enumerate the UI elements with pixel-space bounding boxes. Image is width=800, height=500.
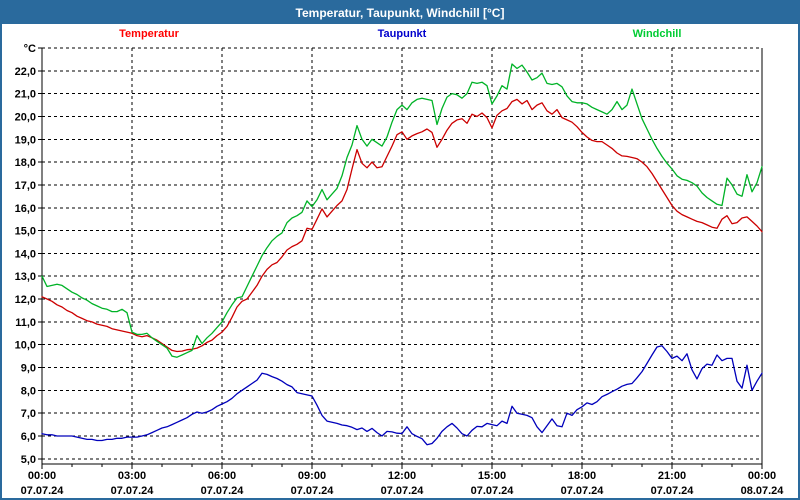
x-tick-date-label: 07.07.24 <box>471 485 515 497</box>
x-tick-date-label: 07.07.24 <box>561 485 605 497</box>
y-tick-label: 5,0 <box>21 454 36 466</box>
series-line-temperatur <box>41 98 763 353</box>
x-tick-date-label: 08.07.24 <box>741 485 785 497</box>
x-tick-time-label: 09:00 <box>298 470 326 482</box>
y-tick-label: 22,0 <box>15 66 36 78</box>
x-tick-date-label: 07.07.24 <box>111 485 155 497</box>
legend-item-temperatur: Temperatur <box>119 28 179 40</box>
y-tick-label: 21,0 <box>15 89 36 101</box>
y-tick-label: 7,0 <box>21 408 36 420</box>
x-tick-time-label: 12:00 <box>388 470 416 482</box>
legend-item-taupunkt: Taupunkt <box>377 28 427 40</box>
y-tick-label: 6,0 <box>21 431 36 443</box>
y-tick-label: 16,0 <box>15 203 36 215</box>
series-line-taupunkt <box>41 345 763 446</box>
y-tick-label: 18,0 <box>15 157 36 169</box>
y-tick-label: 8,0 <box>21 385 36 397</box>
x-tick-time-label: 00:00 <box>748 470 776 482</box>
y-tick-label: 17,0 <box>15 180 36 192</box>
y-tick-label: 20,0 <box>15 111 36 123</box>
y-tick-label: 15,0 <box>15 226 36 238</box>
y-tick-label: 13,0 <box>15 271 36 283</box>
page-title: Temperatur, Taupunkt, Windchill [°C] <box>295 6 505 20</box>
series-line-windchill <box>41 63 763 358</box>
y-tick-label: 12,0 <box>15 294 36 306</box>
x-tick-date-label: 07.07.24 <box>291 485 335 497</box>
x-tick-time-label: 15:00 <box>478 470 506 482</box>
x-tick-time-label: 21:00 <box>658 470 686 482</box>
y-tick-label: 14,0 <box>15 248 36 260</box>
y-tick-label: 10,0 <box>15 340 36 352</box>
x-tick-date-label: 07.07.24 <box>651 485 695 497</box>
legend-item-windchill: Windchill <box>632 28 682 40</box>
window-titlebar: Temperatur, Taupunkt, Windchill [°C] <box>2 2 798 24</box>
x-tick-date-label: 07.07.24 <box>201 485 245 497</box>
y-tick-label: 9,0 <box>21 363 36 375</box>
x-tick-date-label: 07.07.24 <box>381 485 425 497</box>
y-axis-unit-label: °C <box>24 43 36 55</box>
x-tick-date-label: 07.07.24 <box>21 485 65 497</box>
x-tick-time-label: 06:00 <box>208 470 236 482</box>
x-tick-time-label: 03:00 <box>118 470 146 482</box>
x-tick-time-label: 18:00 <box>568 470 596 482</box>
y-tick-label: 11,0 <box>15 317 36 329</box>
x-tick-time-label: 00:00 <box>28 470 56 482</box>
y-tick-label: 19,0 <box>15 134 36 146</box>
